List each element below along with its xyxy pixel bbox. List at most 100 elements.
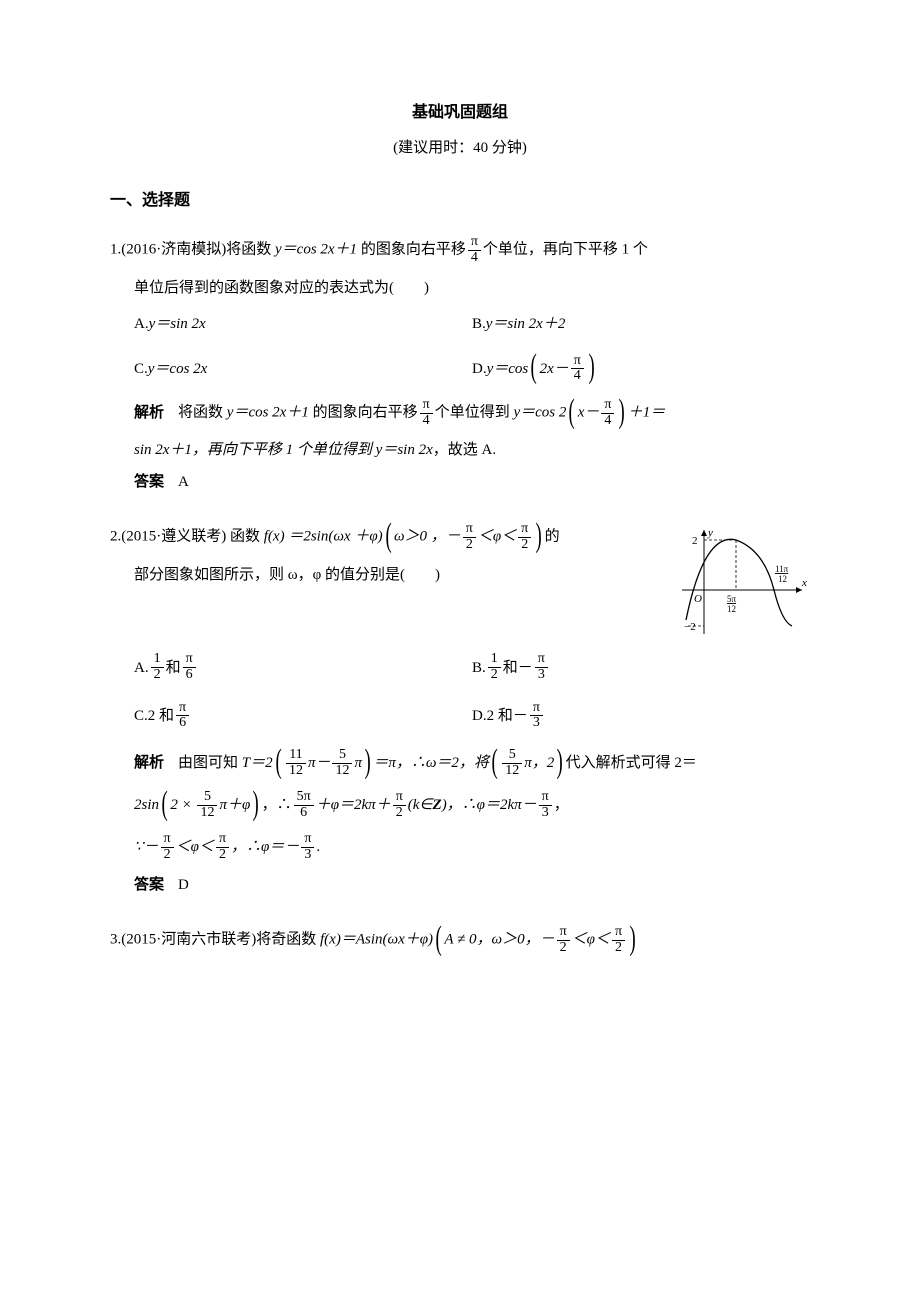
q2-a-lbl: A. bbox=[134, 656, 149, 680]
q2-e4: 2sin bbox=[134, 797, 159, 813]
lparen-icon: ( bbox=[162, 790, 168, 817]
q2-e5: ，∴ bbox=[262, 797, 292, 813]
q3-f1: π2 bbox=[557, 925, 570, 955]
q1-frac-num: π bbox=[468, 235, 481, 251]
q2-ef2: 512 bbox=[332, 748, 352, 778]
q2-bf2d: 3 bbox=[535, 668, 548, 683]
q2-ef8d: 2 bbox=[161, 848, 174, 863]
q2-e7c: ， bbox=[554, 797, 569, 813]
q1-e-d: y＝cos 2 bbox=[513, 405, 566, 421]
q1-e-b: 的图象向右平移 bbox=[309, 405, 418, 421]
lparen-icon: ( bbox=[569, 398, 575, 425]
q2-e6: ＋φ＝2kπ＋ bbox=[316, 797, 391, 813]
q2-af1d: 2 bbox=[151, 668, 164, 683]
q2-e7: (k∈ bbox=[408, 797, 433, 813]
q3-s-f: f(x)＝Asin(ωx＋φ) bbox=[320, 932, 433, 948]
q3-f2d: 2 bbox=[612, 941, 625, 956]
q2-f2d: 2 bbox=[518, 538, 531, 553]
graph-origin: O bbox=[694, 593, 702, 605]
rparen-icon: ) bbox=[619, 398, 625, 425]
q1-expl-label: 解析 bbox=[134, 405, 164, 421]
q2-frac2: π2 bbox=[518, 522, 531, 552]
q1-stem-b: 的图象向右平移 bbox=[357, 242, 466, 258]
rparen-icon: ) bbox=[536, 522, 542, 549]
q2-choice-b: B.12和－π3 bbox=[472, 652, 810, 682]
q1-e-c: 个单位得到 bbox=[435, 405, 514, 421]
graph-ylabel: y bbox=[707, 527, 713, 539]
q1-c-txt: y＝cos 2x bbox=[148, 357, 208, 381]
q1-a-lbl: A. bbox=[134, 312, 149, 336]
q2-ans-label: 答案 bbox=[134, 877, 164, 893]
q2-frac1: π2 bbox=[463, 522, 476, 552]
q2-ef1d: 12 bbox=[286, 764, 306, 779]
q2-answer: 答案D bbox=[134, 873, 810, 897]
q1-d-num: π bbox=[571, 354, 584, 370]
q1-num: 1. bbox=[110, 242, 121, 258]
q2-af1: 12 bbox=[151, 652, 164, 682]
q1-stem-c: 个单位，再向下平移 1 个 bbox=[483, 242, 648, 258]
rparen-icon: ) bbox=[557, 748, 563, 775]
q2-cf2d: 6 bbox=[176, 716, 189, 731]
rparen-icon: ) bbox=[365, 748, 371, 775]
q2-e10: ，∴φ＝－ bbox=[231, 839, 299, 855]
q1-frac: π4 bbox=[468, 235, 481, 265]
q1-choice-d: D.y＝cos(2x－π4) bbox=[472, 354, 810, 384]
graph-ybot: −2 bbox=[684, 621, 696, 633]
graph-x2-num: 11π bbox=[775, 564, 789, 574]
q2-eZ: Z bbox=[433, 797, 442, 813]
q1-e-f1n: π bbox=[420, 398, 433, 414]
q2-ef1n: 11 bbox=[286, 748, 306, 764]
rparen-icon: ) bbox=[588, 353, 594, 380]
q2-s-e: 部分图象如图所示，则 ω，φ 的值分别是( ) bbox=[134, 563, 662, 587]
q2-explanation: 解析由图可知 T＝2(1112π－512π)＝π，∴ω＝2，将(512π，2)代… bbox=[134, 745, 810, 865]
q2-choice-a: A.12和π6 bbox=[134, 652, 472, 682]
q1-d-den: 4 bbox=[571, 369, 584, 384]
q2-graph: 2 −2 y x O 5π 12 11π 12 bbox=[674, 522, 810, 640]
q2-efAd: 3 bbox=[301, 848, 314, 863]
q2-ef5n: 5π bbox=[294, 790, 314, 806]
q2-b-lbl: B. bbox=[472, 656, 486, 680]
q2-epi2: π，2 bbox=[524, 755, 554, 771]
graph-xlabel: x bbox=[801, 577, 807, 589]
q2-ef6n: π bbox=[393, 790, 406, 806]
q2-b-a: 和－ bbox=[503, 656, 533, 680]
q2-af2: π6 bbox=[183, 652, 196, 682]
q1-b-lbl: B. bbox=[472, 312, 486, 336]
q2-s-d: 的 bbox=[545, 529, 560, 545]
q2-choices: A.12和π6 B.12和－π3 C.2 和π6 D.2 和－π3 bbox=[134, 652, 810, 731]
q2-epi: π bbox=[354, 755, 362, 771]
q2-e7b: )，∴φ＝2kπ－ bbox=[442, 797, 537, 813]
q2-ef2n: 5 bbox=[332, 748, 352, 764]
q2-c-a: 2 和 bbox=[148, 704, 174, 728]
q1-b-txt: y＝sin 2x＋2 bbox=[486, 312, 566, 336]
q2-e3: 代入解析式可得 2＝ bbox=[566, 755, 697, 771]
q1-choice-b: B.y＝sin 2x＋2 bbox=[472, 312, 810, 336]
lparen-icon: ( bbox=[436, 925, 442, 952]
q1-e-g: sin 2x＋1，再向下平移 1 个单位得到 bbox=[134, 442, 376, 458]
rparen-icon: ) bbox=[630, 925, 636, 952]
q3-f2n: π bbox=[612, 925, 625, 941]
q1-e-f: ＋1＝ bbox=[628, 405, 666, 421]
q3-s-a: (2015·河南六市联考)将奇函数 bbox=[121, 932, 320, 948]
q1-e-f2d: 4 bbox=[601, 414, 614, 429]
q2-af2n: π bbox=[183, 652, 196, 668]
q1-choice-c: C.y＝cos 2x bbox=[134, 354, 472, 384]
q2-s-a: (2015·遵义联考) 函数 bbox=[121, 529, 264, 545]
q2-e9: ＜φ＜ bbox=[176, 839, 214, 855]
q2-e8: ∵－ bbox=[134, 839, 159, 855]
q2-df2d: 3 bbox=[530, 716, 543, 731]
q2-ef3d: 12 bbox=[502, 764, 522, 779]
q1-d-in: 2x－ bbox=[540, 357, 569, 381]
q1-choice-a: A.y＝sin 2x bbox=[134, 312, 472, 336]
q1-e-frac1: π4 bbox=[420, 398, 433, 428]
q2-cf2: π6 bbox=[176, 701, 189, 731]
q2-af2d: 6 bbox=[183, 668, 196, 683]
q2-efAn: π bbox=[301, 832, 314, 848]
q1-a-txt: y＝sin 2x bbox=[149, 312, 206, 336]
q3-s-b: A ≠ 0，ω＞0，－ bbox=[444, 932, 554, 948]
q3-f1n: π bbox=[557, 925, 570, 941]
q1-stem-d: 单位后得到的函数图象对应的表达式为( ) bbox=[134, 276, 810, 300]
q3-f2: π2 bbox=[612, 925, 625, 955]
q2-ef2d: 12 bbox=[332, 764, 352, 779]
q2-s-f: f(x) ＝2sin(ωx ＋φ) bbox=[264, 529, 383, 545]
